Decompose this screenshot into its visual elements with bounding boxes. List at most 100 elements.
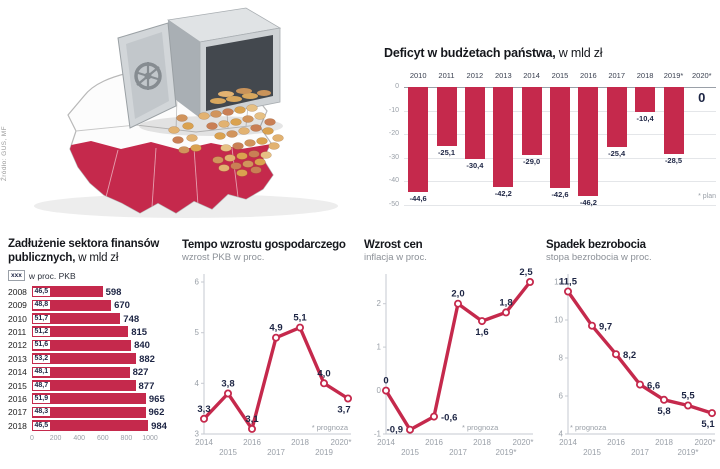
data-value-label: 5,8 [657,406,670,417]
bar-value-label: -42,2 [494,188,512,198]
debt-row: 2011 51,2 815 [8,325,178,338]
data-value-label: 5,1 [293,313,307,324]
data-point [454,299,463,308]
debt-bar-track: 48,1 827 [32,366,178,378]
deficit-bar [606,87,627,147]
inflation-panel-subtitle: inflacja w proc. [364,252,427,263]
deficit-chart-panel: Deficyt w budżetach państwa, w mld zł 0 -… [384,46,718,219]
debt-row: 2017 48,3 962 [8,406,178,419]
y-tick-label: 5 [195,328,200,337]
debt-legend: xxx w proc. PKB [8,270,178,282]
x-tick-label: 2019* [496,448,517,457]
x-tick-label: 2018 [655,438,673,447]
safe-wheel [134,62,162,90]
year-label: 2016 [8,393,27,404]
forecast-note: * prognoza [570,423,607,432]
data-point [683,401,692,410]
year-label: 2018 [8,420,27,431]
data-point [406,425,415,434]
year-label: 2020* [691,71,712,80]
data-point [525,277,534,286]
y-tick-label: -10 [388,106,399,114]
y-tick-label: 1 [377,343,382,352]
year-label: 2011 [438,71,455,80]
debt-bar-track: 46,5 984 [32,420,178,432]
unemployment-panel-title: Spadek bezrobocia [546,239,646,251]
y-tick-label: 8 [559,354,564,363]
debt-bar-track: 51,6 840 [32,339,178,351]
debt-bar: 51,7 [32,313,121,325]
x-tick-label: 2014 [195,438,213,447]
debt-value-label: 598 [105,286,122,298]
data-point [272,333,281,342]
year-label: 2010 [409,71,427,80]
x-tick-label: 2018 [291,438,309,447]
debt-bar-track: 48,3 962 [32,406,178,418]
deficit-title-unit: w mld zł [555,46,603,60]
year-label: 2012 [466,71,484,80]
debt-row: 2008 46,5 598 [8,285,178,298]
x-tick-label: 2015 [401,448,419,457]
legend-key-box: xxx [8,270,25,282]
plan-note: * plan [698,193,716,200]
pct-gdp-label: 48,3 [33,408,50,417]
unemployment-chart-mount: 12 10 8 6 4 2014 2015 2016 2017 2018 2019* 2020* 11,… [546,264,718,469]
data-value-label: 0 [383,376,388,387]
data-value-label: -0,6 [441,413,457,424]
inflation-panel-title: Wzrost cen [364,239,423,251]
pct-gdp-label: 46,5 [33,287,50,296]
x-tick-label: 2018 [473,438,491,447]
poland-map-safe-illustration [34,7,338,218]
deficit-title-bold: Deficyt w budżetach państwa, [384,46,556,60]
year-label: 2019* [663,71,684,80]
deficit-bar [635,87,656,112]
data-point [199,414,208,423]
debt-bar: 48,1 [32,366,130,378]
data-point [501,308,510,317]
data-value-label: 2,5 [519,267,533,278]
debt-row: 2018 46,5 984 [8,419,178,432]
data-value-label: 3,3 [197,404,210,415]
data-point [707,409,716,418]
year-label: 2015 [551,71,569,80]
bar-value-label: -30,4 [466,160,484,170]
x-tick-label: 2017 [267,448,285,457]
gdp-chart-mount: 6 5 4 3 2014 2015 2016 2017 2018 2019 2020* 3,3 3,8 3… [182,264,356,469]
debt-value-label: 877 [138,380,155,392]
deficit-chart-title: Deficyt w budżetach państwa, w mld zł [384,46,718,60]
bar-value-label: -25,1 [437,148,456,158]
pct-gdp-label: 46,5 [33,421,50,430]
data-value-label: 3,8 [221,379,234,390]
year-label: 2015 [8,380,27,391]
safe-side [168,20,200,118]
data-value-label: 1,8 [499,297,512,308]
deficit-chart-plot: 0 -10 -20 -30 -40 -50 2010 -44,6 2011 -25,1 2012 -3… [384,69,718,219]
safe-illustration [117,7,284,177]
bar-value-label: -46,2 [579,198,597,207]
debt-rows: 2008 46,5 598 2009 48,8 670 2010 51,7 748 2011 51,… [8,285,178,432]
gdp-panel-subtitle: wzrost PKB w proc. [182,252,265,263]
y-tick-label: 0 [395,83,399,90]
data-value-label: 6,6 [647,381,660,392]
debt-row: 2013 53,2 882 [8,352,178,365]
x-tick-label: 2016 [425,438,443,447]
coins-inside [210,88,271,104]
y-tick-label: 6 [559,392,564,401]
bar-value-zero: 0 [698,90,706,105]
data-point [588,321,597,330]
year-label: 2014 [8,367,27,378]
y-tick-label: 3 [195,430,200,439]
debt-bar: 53,2 [32,353,137,365]
x-tick-label: 2017 [449,448,467,457]
data-value-label: 5,1 [701,419,715,430]
debt-row: 2014 48,1 827 [8,365,178,378]
debt-bar-track: 53,2 882 [32,353,178,365]
year-label: 2014 [523,71,540,80]
debt-bar: 48,7 [32,380,136,392]
data-point [430,412,439,421]
y-tick-label: 12 [554,278,563,287]
data-value-label: 4,0 [317,368,330,379]
